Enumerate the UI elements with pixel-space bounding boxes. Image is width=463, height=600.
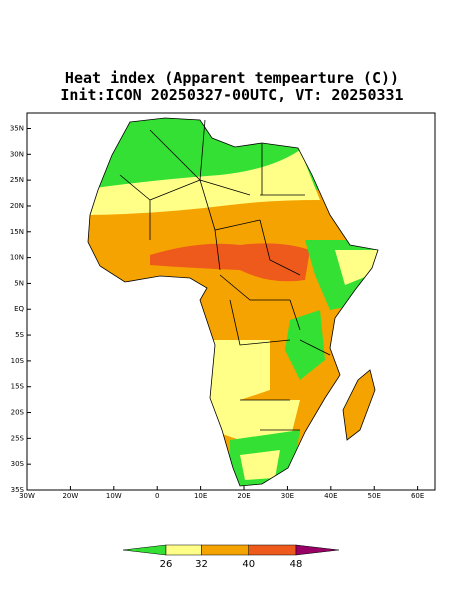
y-tick-label: 30N bbox=[10, 150, 24, 158]
colorbar-label: 26 bbox=[160, 559, 173, 570]
colorbar-segment bbox=[248, 544, 297, 556]
y-tick-label: 20S bbox=[11, 409, 25, 417]
x-tick-label: 50E bbox=[368, 492, 381, 500]
map-subtitle: Init:ICON 20250327-00UTC, VT: 20250331 bbox=[60, 86, 403, 104]
x-tick-label: 40E bbox=[324, 492, 337, 500]
y-tick-label: 15N bbox=[10, 228, 24, 236]
colorbar-low bbox=[122, 544, 167, 556]
y-tick-label: 25S bbox=[11, 434, 25, 442]
heat-field bbox=[88, 118, 378, 486]
map-title: Heat index (Apparent tempearture (C)) bbox=[65, 69, 399, 87]
map-frame bbox=[26, 112, 436, 491]
x-tick-label: 20E bbox=[237, 492, 250, 500]
y-tick-label: 10N bbox=[10, 254, 24, 262]
x-tick-label: 0 bbox=[155, 492, 159, 500]
x-tick-label: 30E bbox=[281, 492, 294, 500]
colorbar-label: 48 bbox=[290, 559, 303, 570]
y-tick-label: 5N bbox=[14, 279, 24, 287]
x-tick-label: 10W bbox=[106, 492, 122, 500]
y-tick-label: 15S bbox=[11, 383, 25, 391]
y-tick-label: 30S bbox=[11, 460, 25, 468]
x-tick-label: 10E bbox=[194, 492, 207, 500]
y-tick-label: 20N bbox=[10, 202, 24, 210]
y-tick-label: 10S bbox=[11, 357, 25, 365]
colorbar-label: 32 bbox=[195, 559, 208, 570]
y-tick-label: 5S bbox=[15, 331, 24, 339]
colorbar-segment bbox=[201, 544, 249, 556]
y-tick-label: 35S bbox=[11, 486, 25, 494]
y-tick-label: 35N bbox=[10, 124, 24, 132]
borders bbox=[87, 117, 379, 487]
x-tick-label: 20W bbox=[62, 492, 78, 500]
x-tick-label: 30W bbox=[19, 492, 35, 500]
y-tick-label: EQ bbox=[14, 305, 24, 313]
y-tick-label: 25N bbox=[10, 176, 24, 184]
colorbar-segment bbox=[165, 544, 202, 556]
colorbar-high bbox=[295, 544, 340, 556]
x-tick-label: 60E bbox=[411, 492, 424, 500]
colorbar-label: 40 bbox=[242, 559, 255, 570]
